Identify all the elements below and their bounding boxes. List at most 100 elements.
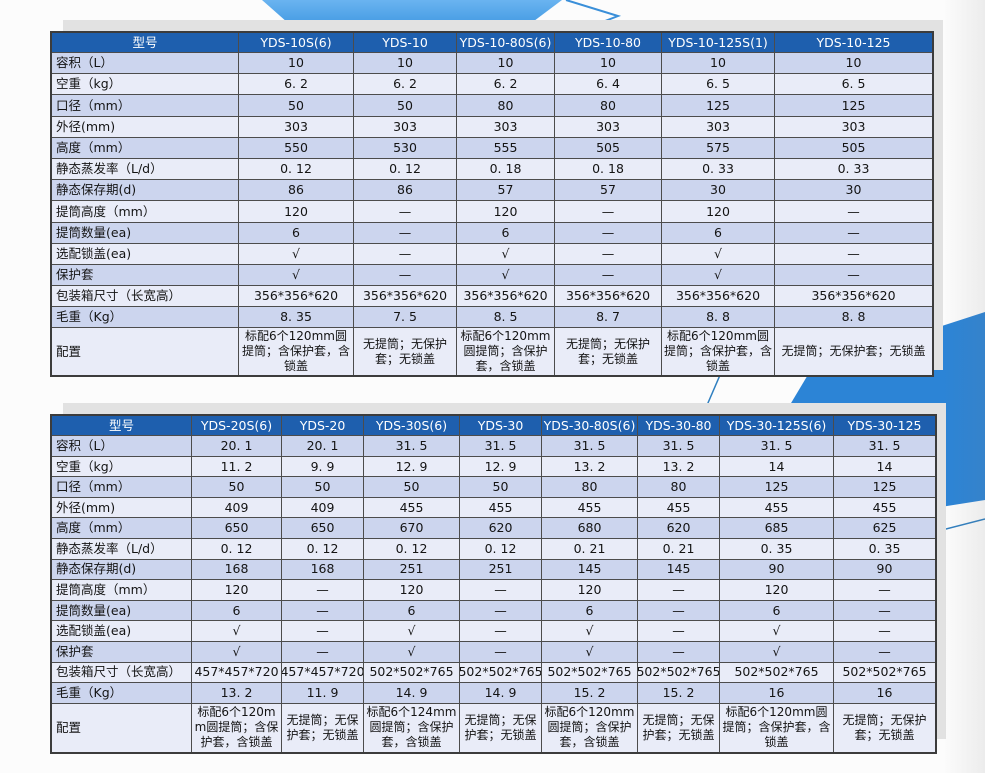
row-label: 选配锁盖(ea) [52, 621, 192, 642]
spec-value-cell: 10 [354, 53, 457, 75]
spec-value-cell: — [282, 641, 364, 663]
spec-value-cell: 120 [720, 580, 834, 601]
model-header: YDS-30-80S(6) [542, 416, 638, 436]
spec-value-cell: 无提筒；无保护套；无锁盖 [282, 703, 364, 752]
row-label: 包装箱尺寸（长宽高） [52, 286, 239, 308]
spec-value-cell: 11. 9 [282, 683, 364, 704]
row-label: 静态蒸发率（L/d） [52, 158, 239, 181]
spec-value-cell: 455 [720, 497, 834, 519]
spec-value-cell: 303 [239, 116, 354, 138]
spec-value-cell: 6 [364, 600, 460, 622]
spec-value-cell: 125 [834, 477, 935, 498]
spec-value-cell: 0. 35 [720, 538, 834, 560]
spec-value-cell: 6 [239, 222, 354, 244]
spec-value-cell: 31. 5 [542, 436, 638, 457]
spec-value-cell: 505 [555, 137, 662, 159]
spec-value-cell: 125 [662, 95, 775, 117]
spec-value-cell: 0. 18 [457, 158, 555, 181]
spec-value-cell: 356*356*620 [555, 286, 662, 308]
spec-value-cell: 8. 8 [662, 307, 775, 329]
spec-value-cell: — [354, 243, 457, 265]
spec-value-cell: 10 [775, 53, 932, 75]
spec-value-cell: 6. 2 [239, 74, 354, 96]
spec-value-cell: 6 [457, 222, 555, 244]
spec-value-cell: 457*457*720 [192, 662, 282, 684]
spec-value-cell: 13. 2 [192, 683, 282, 704]
spec-value-cell: — [775, 201, 932, 223]
spec-value-cell: 303 [354, 116, 457, 138]
corner-header: 型号 [52, 33, 239, 53]
spec-value-cell: 31. 5 [638, 436, 720, 457]
spec-value-cell: 0. 12 [460, 538, 542, 560]
spec-value-cell: 0. 35 [834, 538, 935, 560]
spec-value-cell: 14. 9 [364, 683, 460, 704]
spec-value-cell: 0. 12 [239, 158, 354, 181]
spec-value-cell: 120 [662, 201, 775, 223]
spec-value-cell: 12. 9 [460, 456, 542, 478]
spec-value-cell: 30 [662, 180, 775, 202]
row-label: 包装箱尺寸（长宽高） [52, 662, 192, 684]
spec-value-cell: √ [662, 264, 775, 287]
spec-table-yds20-30-series: 型号 YDS-20S(6) YDS-20 YDS-30S(6) YDS-30 YDS-30… [50, 414, 937, 754]
spec-value-cell: — [834, 580, 935, 601]
spec-value-cell: 0. 12 [282, 538, 364, 560]
spec-value-cell: 31. 5 [364, 436, 460, 457]
model-header: YDS-30-80 [638, 416, 720, 436]
spec-value-cell: — [834, 641, 935, 663]
spec-value-cell: 0. 12 [354, 158, 457, 181]
spec-value-cell: 680 [542, 518, 638, 539]
spec-value-cell: 620 [638, 518, 720, 539]
model-header: YDS-30 [460, 416, 542, 436]
spec-value-cell: 57 [457, 180, 555, 202]
spec-value-cell: — [775, 222, 932, 244]
spec-value-cell: 120 [192, 580, 282, 601]
spec-value-cell: √ [457, 264, 555, 287]
spec-value-cell: — [555, 201, 662, 223]
row-label: 容积（L） [52, 53, 239, 75]
model-header: YDS-30-125 [834, 416, 935, 436]
model-header: YDS-10-125S(1) [662, 33, 775, 53]
row-label: 毛重（Kg） [52, 307, 239, 329]
spec-value-cell: 80 [457, 95, 555, 117]
spec-value-cell: 50 [192, 477, 282, 498]
spec-value-cell: — [555, 264, 662, 287]
spec-value-cell: 409 [282, 497, 364, 519]
spec-value-cell: — [638, 600, 720, 622]
spec-value-cell: 标配6个120mm圆提筒；含保护套，含锁盖 [542, 703, 638, 752]
spec-value-cell: 6. 2 [354, 74, 457, 96]
model-header: YDS-10-80S(6) [457, 33, 555, 53]
spec-value-cell: 670 [364, 518, 460, 539]
spec-value-cell: — [834, 600, 935, 622]
spec-value-cell: 303 [457, 116, 555, 138]
spec-value-cell: 无提筒；无保护套；无锁盖 [354, 328, 457, 376]
spec-value-cell: 6 [662, 222, 775, 244]
model-header: YDS-20S(6) [192, 416, 282, 436]
spec-value-cell: √ [364, 641, 460, 663]
spec-value-cell: 无提筒；无保护套；无锁盖 [638, 703, 720, 752]
spec-value-cell: — [460, 580, 542, 601]
spec-value-cell: √ [542, 641, 638, 663]
spec-value-cell: 31. 5 [460, 436, 542, 457]
spec-value-cell: — [354, 264, 457, 287]
spec-value-cell: 620 [460, 518, 542, 539]
spec-value-cell: 502*502*765 [834, 662, 935, 684]
spec-value-cell: — [354, 201, 457, 223]
spec-value-cell: 356*356*620 [239, 286, 354, 308]
spec-value-cell: 145 [638, 559, 720, 581]
spec-value-cell: 6. 5 [662, 74, 775, 96]
spec-value-cell: 31. 5 [834, 436, 935, 457]
spec-value-cell: 31. 5 [720, 436, 834, 457]
spec-value-cell: √ [720, 641, 834, 663]
spec-value-cell: 120 [364, 580, 460, 601]
spec-value-cell: 0. 21 [542, 538, 638, 560]
model-header: YDS-10-80 [555, 33, 662, 53]
spec-value-cell: 10 [457, 53, 555, 75]
spec-value-cell: 6 [720, 600, 834, 622]
spec-value-cell: 356*356*620 [662, 286, 775, 308]
spec-value-cell: 50 [354, 95, 457, 117]
row-label: 提筒高度（mm） [52, 201, 239, 223]
spec-value-cell: 80 [555, 95, 662, 117]
spec-value-cell: √ [662, 243, 775, 265]
spec-value-cell: 标配6个120mm圆提筒；含保护套，含锁盖 [457, 328, 555, 376]
spec-value-cell: 457*457*720 [282, 662, 364, 684]
